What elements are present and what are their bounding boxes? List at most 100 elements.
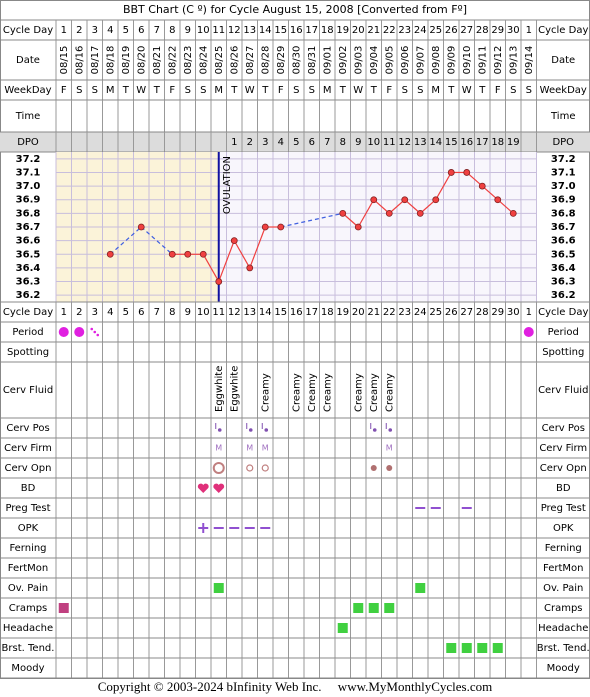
weekday-label: T bbox=[370, 85, 378, 96]
cycle-day-label: 16 bbox=[290, 307, 303, 318]
date-label: 08/24 bbox=[198, 46, 209, 75]
y-tick-label: 36.2 bbox=[16, 290, 41, 301]
date-label: 09/09 bbox=[446, 46, 457, 75]
row-label: Spotting bbox=[542, 347, 584, 358]
cycle-day-label: 9 bbox=[185, 307, 191, 318]
temp-point bbox=[494, 196, 502, 204]
y-tick-label: 36.2 bbox=[551, 290, 576, 301]
symptom-text: M bbox=[262, 444, 269, 453]
frame bbox=[0, 0, 590, 679]
dpo-label: 16 bbox=[460, 137, 473, 148]
weekday-label: F bbox=[386, 85, 392, 96]
row-label: Moody bbox=[11, 663, 44, 674]
cycle-day-label: 26 bbox=[445, 307, 458, 318]
date-label: 08/16 bbox=[74, 46, 85, 75]
weekday-label: S bbox=[293, 85, 299, 96]
temp-point bbox=[385, 209, 393, 217]
date-label: 09/10 bbox=[462, 46, 473, 75]
cycle_day-label: 12 bbox=[228, 25, 241, 36]
cerv-pos-dot bbox=[388, 428, 393, 432]
dpo-label: 8 bbox=[340, 137, 346, 148]
cycle-day-label: 22 bbox=[383, 307, 396, 318]
row-label: Ferning bbox=[9, 543, 46, 554]
cycle-day-label: 24 bbox=[414, 307, 427, 318]
cycle-day-label: 8 bbox=[169, 307, 175, 318]
cycle-day-label: 28 bbox=[476, 307, 489, 318]
temp-point bbox=[184, 250, 192, 258]
cerv-fluid-label: Creamy bbox=[291, 373, 302, 412]
period-dot bbox=[74, 327, 85, 337]
weekday-label: T bbox=[230, 85, 238, 96]
cycle-day-label: 10 bbox=[197, 307, 210, 318]
temp-point bbox=[370, 196, 378, 204]
cerv-open-dot bbox=[370, 465, 377, 471]
y-tick-label: 36.8 bbox=[16, 208, 41, 219]
weekday-label: S bbox=[92, 85, 98, 96]
symptom-square bbox=[446, 643, 457, 653]
row-label: FertMon bbox=[8, 563, 48, 574]
cerv-open-ring bbox=[261, 464, 269, 472]
cycle-day-label: 25 bbox=[429, 307, 442, 318]
cycle_day-label: 4 bbox=[107, 25, 113, 36]
temp-point bbox=[106, 250, 114, 258]
temp-line bbox=[233, 240, 251, 269]
dpo-row-bg bbox=[0, 132, 590, 152]
row-label: Preg Test bbox=[5, 503, 50, 514]
row-label: Spotting bbox=[7, 347, 49, 358]
date-label: 09/03 bbox=[353, 46, 364, 75]
row-label: Cerv Fluid bbox=[3, 385, 53, 396]
cycle-day-label: 18 bbox=[321, 307, 334, 318]
row-label: Cramps bbox=[9, 603, 48, 614]
weekday-label: S bbox=[526, 85, 532, 96]
cerv-pos-dot bbox=[264, 428, 269, 432]
row-label: Cramps bbox=[544, 603, 583, 614]
cerv-fluid-label: Creamy bbox=[384, 373, 395, 412]
temp-point bbox=[199, 250, 207, 258]
weekday-label: S bbox=[76, 85, 82, 96]
cycle-day-label: 14 bbox=[259, 307, 272, 318]
cycle-day-label: 2 bbox=[76, 307, 82, 318]
y-tick-label: 36.7 bbox=[551, 222, 576, 233]
spot-speck bbox=[93, 330, 97, 334]
dpo-label: 19 bbox=[507, 137, 520, 148]
date-label: 08/19 bbox=[121, 46, 132, 75]
cerv-open-dot bbox=[386, 465, 393, 471]
row-label: Headache bbox=[3, 623, 53, 634]
cycle_day-label: 24 bbox=[414, 25, 427, 36]
cycle-day-label: 6 bbox=[138, 307, 144, 318]
cerv-pos-dot bbox=[248, 428, 253, 432]
temp-line bbox=[404, 199, 421, 214]
row-label: Cerv Firm bbox=[539, 443, 587, 454]
temp-point bbox=[230, 237, 238, 245]
row-label: BD bbox=[556, 483, 571, 494]
temp-point bbox=[277, 223, 285, 231]
y-tick-label: 36.9 bbox=[16, 195, 41, 206]
dpo-label: 12 bbox=[398, 137, 411, 148]
cycle_day-label: 27 bbox=[460, 25, 473, 36]
weekday-label: M bbox=[431, 85, 440, 96]
y-tick-label: 37.1 bbox=[551, 167, 576, 178]
y-tick-label: 36.9 bbox=[551, 195, 576, 206]
dpo-label: 13 bbox=[414, 137, 427, 148]
temp-line bbox=[388, 199, 406, 214]
y-tick-label: 37.2 bbox=[551, 154, 576, 165]
date-label: 08/20 bbox=[136, 46, 147, 75]
copyright: Copyright © 2003-2024 bInfinity Web Inc.… bbox=[98, 679, 492, 694]
temp-gap-line bbox=[280, 212, 343, 228]
row-label: Moody bbox=[547, 663, 580, 674]
dpo-label: 4 bbox=[278, 137, 284, 148]
temp-line bbox=[481, 185, 499, 201]
y-tick-label: 37.1 bbox=[16, 167, 41, 178]
weekday-label: W bbox=[245, 85, 255, 96]
date-label: 09/11 bbox=[477, 46, 488, 75]
weekday-label: S bbox=[402, 85, 408, 96]
date-label: 09/04 bbox=[369, 46, 380, 75]
dpo-label: 7 bbox=[324, 137, 330, 148]
temp-point bbox=[354, 223, 362, 231]
cycle_day-label: 11 bbox=[212, 25, 225, 36]
temp-point bbox=[478, 182, 486, 190]
date-label: 08/29 bbox=[276, 46, 287, 75]
cycle_day-label: 17 bbox=[305, 25, 318, 36]
dpo-label: 15 bbox=[445, 137, 458, 148]
row-label: Cerv Firm bbox=[4, 443, 52, 454]
